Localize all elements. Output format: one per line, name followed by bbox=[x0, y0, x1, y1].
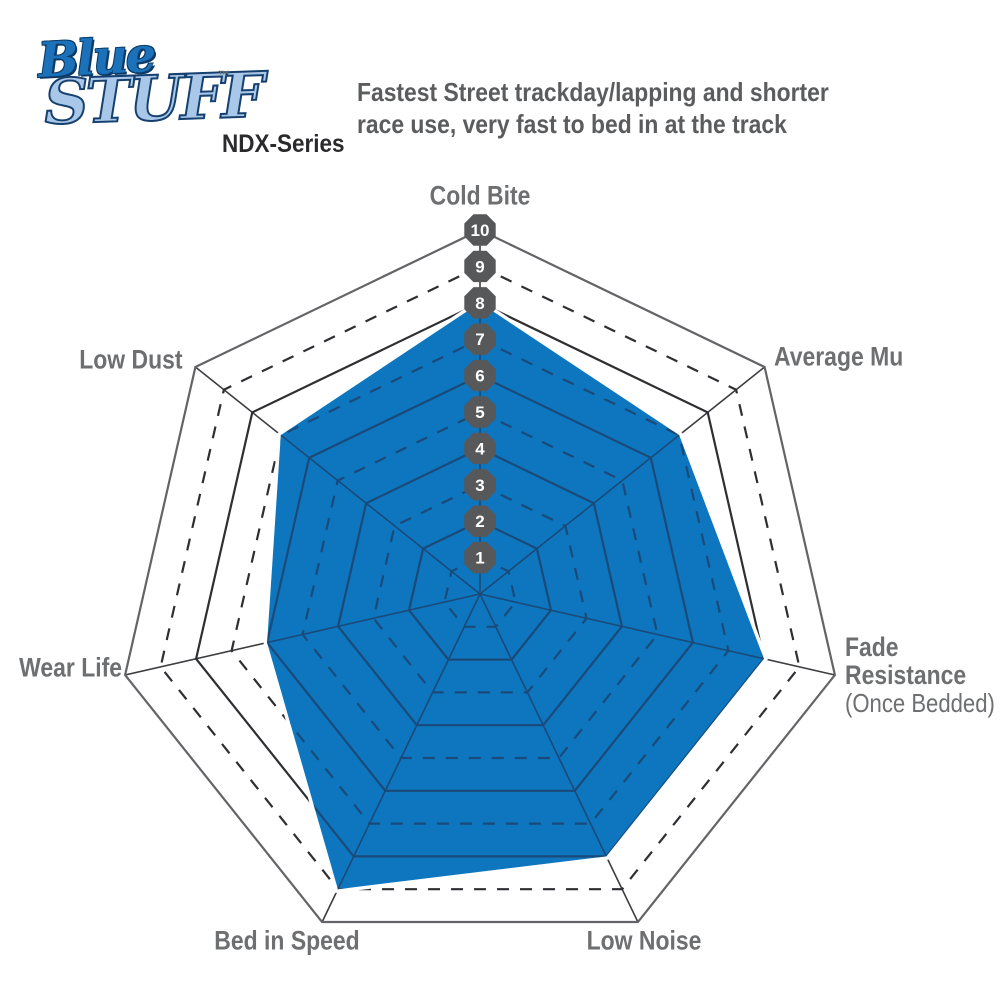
badge-number: 4 bbox=[475, 439, 485, 458]
badge-number: 10 bbox=[471, 221, 490, 240]
badge-number: 2 bbox=[475, 512, 484, 531]
grid-ring-2 bbox=[407, 519, 553, 661]
scale-badge-8: 8 bbox=[464, 287, 496, 319]
scale-badge-10: 10 bbox=[464, 214, 496, 246]
axis-label-cold-bite: Cold Bite bbox=[429, 180, 531, 211]
axis-label-wear-life: Wear Life bbox=[19, 652, 122, 683]
grid-ring-6 bbox=[267, 374, 695, 792]
badge-number: 7 bbox=[475, 330, 484, 349]
badge-number: 1 bbox=[475, 549, 484, 568]
badge-octagon bbox=[464, 323, 496, 355]
axis-label-bed-in-speed: Bed in Speed bbox=[214, 925, 360, 956]
data-polygon bbox=[263, 298, 768, 894]
badge-octagon bbox=[464, 541, 496, 574]
scale-badge-5: 5 bbox=[464, 396, 496, 428]
scale-badge-7: 7 bbox=[464, 323, 496, 355]
badge-number: 8 bbox=[475, 294, 484, 313]
fade-line-3: (Once Bedded) bbox=[845, 688, 995, 718]
axis-label-average-mu: Average Mu bbox=[774, 341, 904, 372]
badge-octagon bbox=[464, 287, 496, 319]
axis-label-low-noise: Low Noise bbox=[586, 925, 702, 956]
badge-number: 6 bbox=[475, 367, 484, 386]
fade-line-1: Fade bbox=[845, 632, 899, 662]
fade-line-2: Resistance bbox=[845, 660, 967, 690]
badge-octagon bbox=[464, 432, 496, 465]
grid-ring-9 bbox=[159, 265, 801, 891]
grid-ring-3 bbox=[372, 483, 588, 694]
badge-number: 3 bbox=[475, 476, 484, 495]
grid-ring-10 bbox=[123, 228, 837, 924]
axis-label-low-dust: Low Dust bbox=[78, 344, 182, 375]
grid-spoke-2 bbox=[479, 593, 764, 676]
badge-octagon bbox=[464, 359, 496, 392]
scale-badge-9: 9 bbox=[464, 250, 496, 283]
badge-octagon bbox=[464, 250, 496, 283]
badge-octagon bbox=[464, 469, 496, 501]
scale-badge-3: 3 bbox=[464, 469, 496, 501]
badge-number: 9 bbox=[475, 257, 484, 276]
badge-number: 5 bbox=[475, 403, 484, 422]
scale-badge-6: 6 bbox=[464, 359, 496, 392]
scale-badge-2: 2 bbox=[464, 505, 496, 537]
axis-label-fade-resistance: Fade Resistance (Once Bedded) bbox=[845, 633, 995, 717]
badge-octagon bbox=[464, 396, 496, 428]
product-tagline: Fastest Street trackday/lapping and shor… bbox=[357, 77, 829, 139]
scale-badge-4: 4 bbox=[464, 432, 496, 465]
trademark-symbol: ™ bbox=[218, 68, 230, 82]
badge-octagon bbox=[464, 505, 496, 537]
scale-badge-1: 1 bbox=[464, 541, 496, 574]
series-name: NDX-Series bbox=[222, 130, 345, 158]
bluestuff-logo: Blue STUFF ™ NDX-Series bbox=[30, 27, 350, 158]
grid-ring-5 bbox=[301, 410, 659, 760]
badge-octagon bbox=[464, 214, 496, 246]
grid-ring-1 bbox=[443, 556, 517, 628]
grid-ring-4 bbox=[336, 447, 624, 727]
